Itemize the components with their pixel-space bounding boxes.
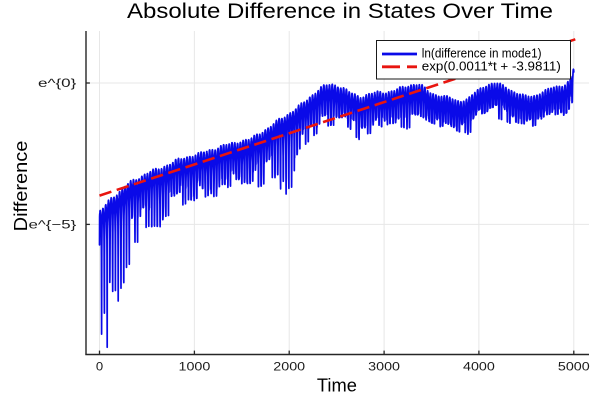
svg-text:1000: 1000: [179, 360, 211, 374]
svg-text:Difference: Difference: [11, 141, 31, 232]
svg-text:ln(difference in mode1): ln(difference in mode1): [422, 47, 542, 61]
svg-text:e^{0}: e^{0}: [38, 76, 76, 90]
svg-text:5000: 5000: [558, 360, 590, 374]
svg-text:Time: Time: [317, 376, 357, 396]
svg-text:3000: 3000: [368, 360, 400, 374]
svg-text:exp(0.0011*t + -3.9811): exp(0.0011*t + -3.9811): [422, 59, 561, 73]
svg-text:e^{−5}: e^{−5}: [29, 218, 77, 232]
svg-text:0: 0: [96, 360, 104, 374]
svg-text:2000: 2000: [273, 360, 305, 374]
svg-text:4000: 4000: [463, 360, 495, 374]
svg-text:Absolute Difference in States: Absolute Difference in States Over Time: [127, 0, 553, 23]
